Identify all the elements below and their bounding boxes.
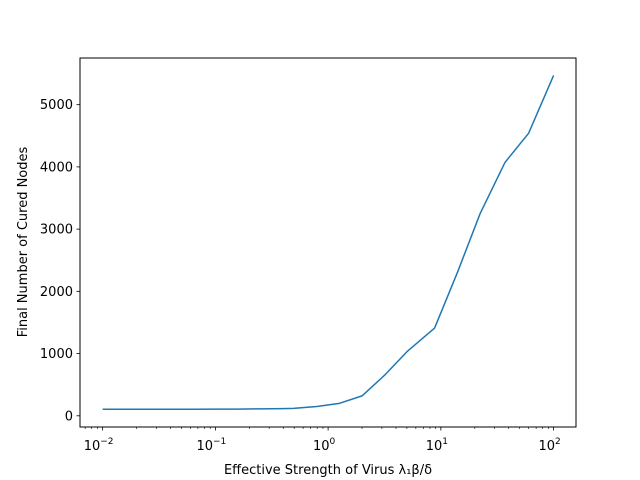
x-tick-label: 10−2 — [84, 437, 114, 454]
y-tick-label: 4000 — [40, 160, 73, 175]
x-tick-exponent: −2 — [100, 437, 113, 447]
x-tick-exponent: 1 — [442, 437, 448, 447]
y-axis: 0 1000 2000 3000 4000 5000 — [40, 98, 80, 424]
x-axis-label-text: Effective Strength of Virus λ₁β/δ — [224, 463, 432, 478]
x-tick-exponent: 0 — [330, 437, 336, 447]
series-layer — [102, 75, 555, 411]
y-tick-label: 2000 — [40, 285, 73, 300]
y-tick-label: 5000 — [40, 98, 73, 113]
plot-frame — [79, 57, 577, 428]
x-tick-label: 10−1 — [196, 437, 226, 454]
y-axis-label: Final Number of Cured Nodes — [16, 146, 31, 337]
x-tick-label: 100 — [313, 437, 336, 454]
y-tick-label: 3000 — [40, 223, 73, 238]
y-tick-label: 1000 — [40, 347, 73, 362]
x-axis-label: Effective Strength of Virus λ₁β/δ — [224, 463, 432, 478]
x-tick-exponent: 2 — [555, 437, 561, 447]
x-tick-exponent: −1 — [213, 437, 226, 447]
series-line-0 — [102, 75, 555, 411]
x-tick-label: 101 — [426, 437, 448, 454]
x-tick-label: 102 — [538, 437, 560, 454]
x-axis: 10−2 10−1 100 101 102 — [84, 427, 561, 454]
y-tick-label: 0 — [65, 409, 73, 424]
